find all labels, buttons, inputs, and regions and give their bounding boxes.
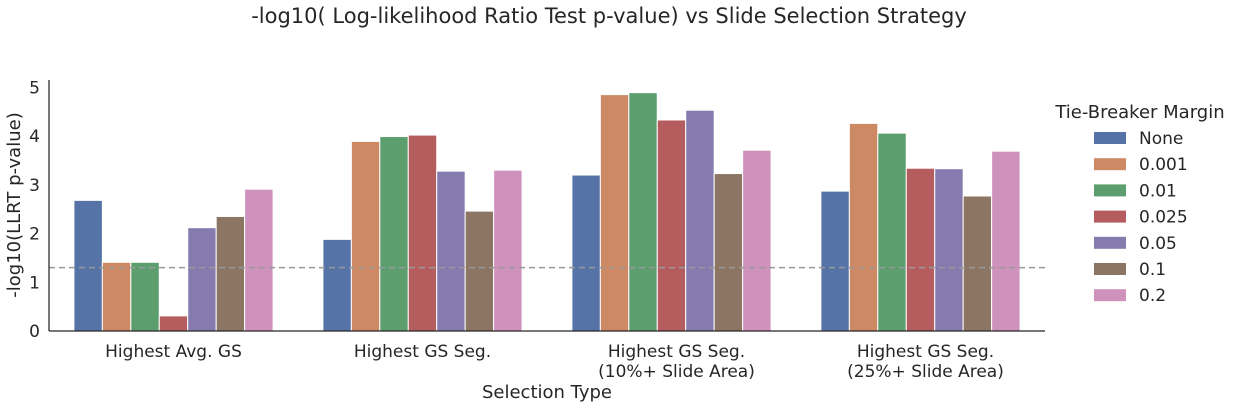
legend-entry-label: 0.05: [1139, 234, 1177, 254]
y-axis: 0 1 2 3 4 5: [29, 78, 50, 342]
bar: [436, 170, 466, 332]
y-axis-label: -log10(LLRT p-value): [4, 112, 25, 297]
bar: [464, 210, 495, 332]
x-tick-label-line: Highest GS Seg.: [608, 342, 745, 362]
bar: [322, 238, 352, 332]
bar: [991, 150, 1021, 332]
bar: [599, 94, 630, 332]
bar: [158, 315, 189, 332]
bar: [742, 149, 772, 332]
x-tick-label-line: Highest Avg. GS: [105, 342, 242, 362]
bar: [407, 134, 438, 332]
legend-entry-label: None: [1139, 129, 1183, 149]
x-tick-label-line: (25%+ Slide Area): [847, 362, 1004, 382]
legend-swatch: [1094, 184, 1126, 197]
y-tick-label: 0: [29, 322, 40, 342]
bar: [877, 132, 907, 332]
bars-group: [49, 92, 1045, 332]
chart-title: -log10( Log-likelihood Ratio Test p-valu…: [251, 4, 967, 28]
y-tick-label: 4: [29, 127, 40, 147]
legend-swatch: [1094, 263, 1126, 275]
x-tick-label: Highest Avg. GS: [105, 342, 242, 362]
y-tick-label: 1: [29, 273, 40, 293]
bar: [571, 174, 601, 332]
legend-swatch: [1094, 210, 1126, 223]
bar: [73, 199, 103, 332]
x-tick-label-line: Highest GS Seg.: [354, 342, 491, 362]
legend-entry-label: 0.001: [1139, 155, 1188, 175]
x-tick-label: Highest GS Seg. (10%+ Slide Area): [598, 342, 755, 382]
bar: [656, 119, 687, 332]
bar: [905, 167, 936, 332]
bar: [962, 195, 993, 332]
bar: [187, 227, 217, 332]
legend-swatch: [1094, 289, 1126, 302]
legend-entry-label: 0.025: [1139, 208, 1188, 228]
legend-entry-label: 0.1: [1139, 260, 1166, 280]
bar: [379, 136, 409, 332]
x-tick-label-line: Highest GS Seg.: [857, 342, 994, 362]
bar: [130, 261, 160, 332]
bar: [934, 168, 964, 332]
bar: [848, 122, 879, 332]
y-tick-label: 3: [29, 176, 40, 196]
bar: [713, 173, 744, 332]
bar: [244, 188, 274, 332]
x-tick-label: Highest GS Seg. (25%+ Slide Area): [847, 342, 1004, 382]
bar: [215, 215, 246, 332]
bar: [685, 109, 715, 332]
legend-swatch: [1094, 158, 1126, 171]
legend-entry-label: 0.2: [1139, 286, 1166, 306]
bar: [820, 190, 850, 332]
bar: [101, 261, 132, 332]
legend: Tie-Breaker Margin None 0.001 0.01 0.025 0.05…: [1054, 102, 1224, 306]
bar: [350, 140, 381, 332]
bar: [628, 92, 658, 332]
x-tick-label: Highest GS Seg.: [354, 342, 491, 362]
x-axis-label: Selection Type: [482, 382, 612, 403]
x-axis: Highest Avg. GS Highest GS Seg. Highest GS…: [49, 330, 1045, 382]
bar: [493, 169, 523, 332]
y-tick-label: 2: [29, 225, 40, 245]
legend-title: Tie-Breaker Margin: [1054, 102, 1224, 123]
legend-entry-label: 0.01: [1139, 181, 1177, 201]
y-tick-label: 5: [29, 78, 40, 98]
x-tick-label-line: (10%+ Slide Area): [598, 362, 755, 382]
legend-swatch: [1094, 236, 1126, 249]
legend-swatch: [1094, 132, 1126, 144]
